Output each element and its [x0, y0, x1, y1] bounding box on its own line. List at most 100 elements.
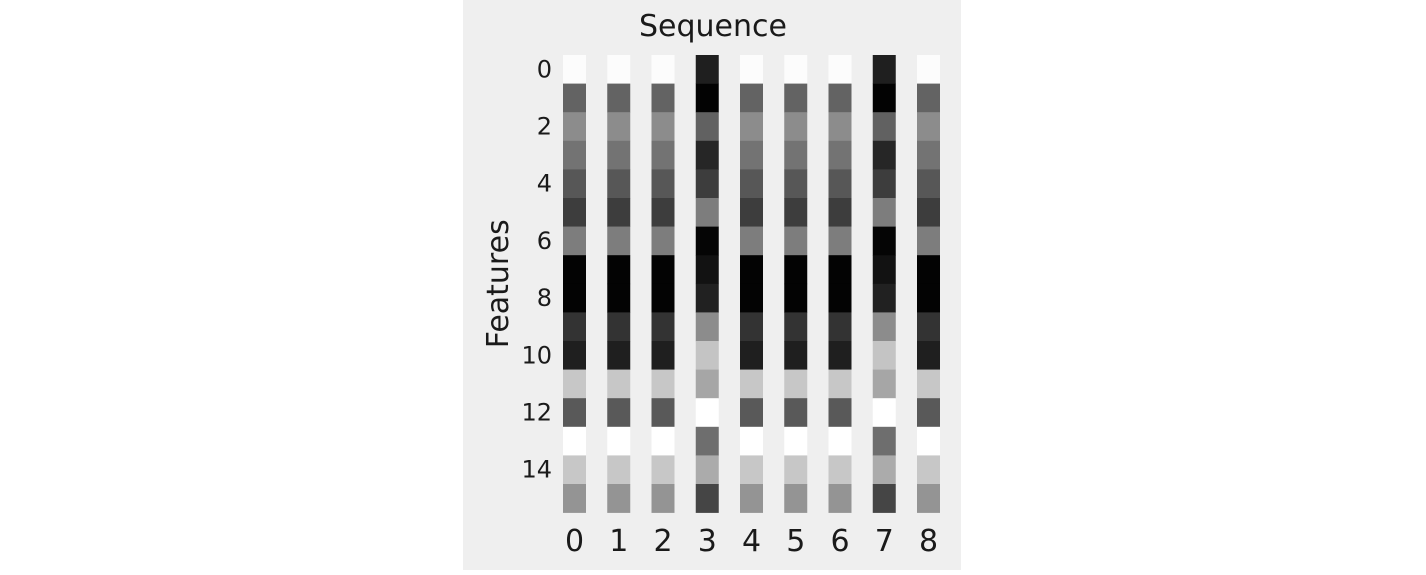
- heatmap-cell-c6-r3: [828, 140, 852, 170]
- heatmap-cell-c2-r3: [651, 140, 675, 170]
- x-tick-label-5: 5: [786, 524, 805, 559]
- heatmap-cell-c2-r9: [651, 312, 675, 342]
- heatmap-cell-c8-r7: [917, 255, 940, 285]
- heatmap-cell-c1-r13: [607, 426, 631, 456]
- heatmap-cell-c5-r5: [784, 198, 808, 227]
- heatmap-cell-c5-r13: [784, 426, 808, 456]
- heatmap-cell-c4-r14: [740, 455, 763, 485]
- x-tick-label-7: 7: [875, 524, 894, 559]
- heatmap-cell-c2-r6: [651, 226, 675, 256]
- heatmap-cell-c1-r0: [607, 55, 631, 84]
- heatmap-cell-c3-r5: [695, 198, 719, 227]
- heatmap-cell-c6-r2: [828, 112, 852, 142]
- heatmap-cell-c8-r6: [917, 226, 940, 256]
- y-tick-labels: 0 2 4 6 8 10 12 14: [521, 55, 552, 483]
- heatmap-cell-c8-r10: [917, 341, 940, 370]
- heatmap-cell-c8-r15: [917, 484, 940, 513]
- heatmap-cell-c4-r0: [740, 55, 763, 84]
- heatmap-cell-c5-r9: [784, 312, 808, 342]
- heatmap-cell-c8-r8: [917, 283, 940, 313]
- heatmap-cell-c4-r3: [740, 140, 763, 170]
- y-tick-label-6: 6: [537, 227, 552, 255]
- heatmap-cell-c5-r8: [784, 283, 808, 313]
- heatmap-cell-c2-r2: [651, 112, 675, 142]
- heatmap-cell-c6-r11: [828, 369, 852, 399]
- heatmap-cell-c6-r6: [828, 226, 852, 256]
- x-tick-label-0: 0: [565, 524, 584, 559]
- heatmap-cell-c7-r6: [872, 226, 896, 256]
- heatmap-cell-c0-r8: [563, 283, 586, 313]
- x-tick-label-6: 6: [830, 524, 849, 559]
- heatmap-cell-c6-r0: [828, 55, 852, 84]
- heatmap-cell-c0-r12: [563, 398, 586, 428]
- heatmap-cell-c6-r15: [828, 484, 852, 513]
- heatmap-cell-c1-r15: [607, 484, 631, 513]
- heatmap-cell-c0-r0: [563, 55, 586, 84]
- heatmap-cell-c7-r13: [872, 426, 896, 456]
- heatmap-cell-c3-r6: [695, 226, 719, 256]
- heatmap-cell-c5-r14: [784, 455, 808, 485]
- heatmap-cell-c2-r0: [651, 55, 675, 84]
- heatmap-cell-c8-r4: [917, 169, 940, 199]
- heatmap-cell-c7-r1: [872, 83, 896, 113]
- heatmap-cell-c1-r14: [607, 455, 631, 485]
- heatmap-cell-c6-r4: [828, 169, 852, 199]
- y-tick-label-14: 14: [521, 456, 552, 484]
- heatmap-cell-c4-r4: [740, 169, 763, 199]
- heatmap-cell-c2-r7: [651, 255, 675, 285]
- x-tick-label-3: 3: [698, 524, 717, 559]
- heatmap-cell-c5-r15: [784, 484, 808, 513]
- heatmap-cell-c2-r8: [651, 283, 675, 313]
- heatmap-cell-c4-r13: [740, 426, 763, 456]
- heatmap-cell-c3-r1: [695, 83, 719, 113]
- heatmap-cell-c0-r6: [563, 226, 586, 256]
- heatmap-cell-c1-r2: [607, 112, 631, 142]
- y-tick-label-2: 2: [537, 113, 552, 141]
- heatmap-cell-c7-r10: [872, 341, 896, 370]
- heatmap-cell-c5-r12: [784, 398, 808, 428]
- heatmap-cell-c1-r5: [607, 198, 631, 227]
- heatmap-cell-c6-r12: [828, 398, 852, 428]
- heatmap-cell-c2-r13: [651, 426, 675, 456]
- heatmap-cell-c1-r12: [607, 398, 631, 428]
- heatmap-cell-c3-r7: [695, 255, 719, 285]
- heatmap-cell-c2-r15: [651, 484, 675, 513]
- heatmap-cell-c5-r4: [784, 169, 808, 199]
- heatmap-cell-c0-r15: [563, 484, 586, 513]
- heatmap-cell-c3-r2: [695, 112, 719, 142]
- heatmap-cell-c6-r14: [828, 455, 852, 485]
- heatmap-cell-c7-r14: [872, 455, 896, 485]
- heatmap-cell-c6-r8: [828, 283, 852, 313]
- heatmap-cell-c6-r1: [828, 83, 852, 113]
- heatmap-cell-c7-r8: [872, 283, 896, 313]
- heatmap-cell-c3-r8: [695, 283, 719, 313]
- heatmap-cell-c8-r11: [917, 369, 940, 399]
- heatmap-cell-c8-r2: [917, 112, 940, 142]
- heatmap-cell-c4-r11: [740, 369, 763, 399]
- heatmap-cell-c4-r15: [740, 484, 763, 513]
- y-tick-label-10: 10: [521, 341, 552, 369]
- heatmap-cell-c3-r4: [695, 169, 719, 199]
- heatmap-cell-c1-r3: [607, 140, 631, 170]
- heatmap-cell-c1-r8: [607, 283, 631, 313]
- heatmap-cell-c8-r1: [917, 83, 940, 113]
- heatmap-cell-c7-r15: [872, 484, 896, 513]
- heatmap-cell-c5-r2: [784, 112, 808, 142]
- heatmap-cell-c1-r6: [607, 226, 631, 256]
- heatmap-cell-c7-r11: [872, 369, 896, 399]
- heatmap-cell-c7-r3: [872, 140, 896, 170]
- heatmap-cell-c0-r7: [563, 255, 586, 285]
- heatmap-cell-c0-r3: [563, 140, 586, 170]
- heatmap-cell-c2-r4: [651, 169, 675, 199]
- heatmap-cell-c8-r12: [917, 398, 940, 428]
- heatmap-cell-c6-r5: [828, 198, 852, 227]
- x-tick-label-1: 1: [609, 524, 628, 559]
- y-tick-label-0: 0: [537, 55, 552, 83]
- heatmap-cell-c7-r9: [872, 312, 896, 342]
- heatmap-cell-c8-r0: [917, 55, 940, 84]
- y-tick-label-8: 8: [537, 284, 552, 312]
- heatmap-cell-c8-r3: [917, 140, 940, 170]
- heatmap-cell-c5-r6: [784, 226, 808, 256]
- heatmap-cell-c0-r4: [563, 169, 586, 199]
